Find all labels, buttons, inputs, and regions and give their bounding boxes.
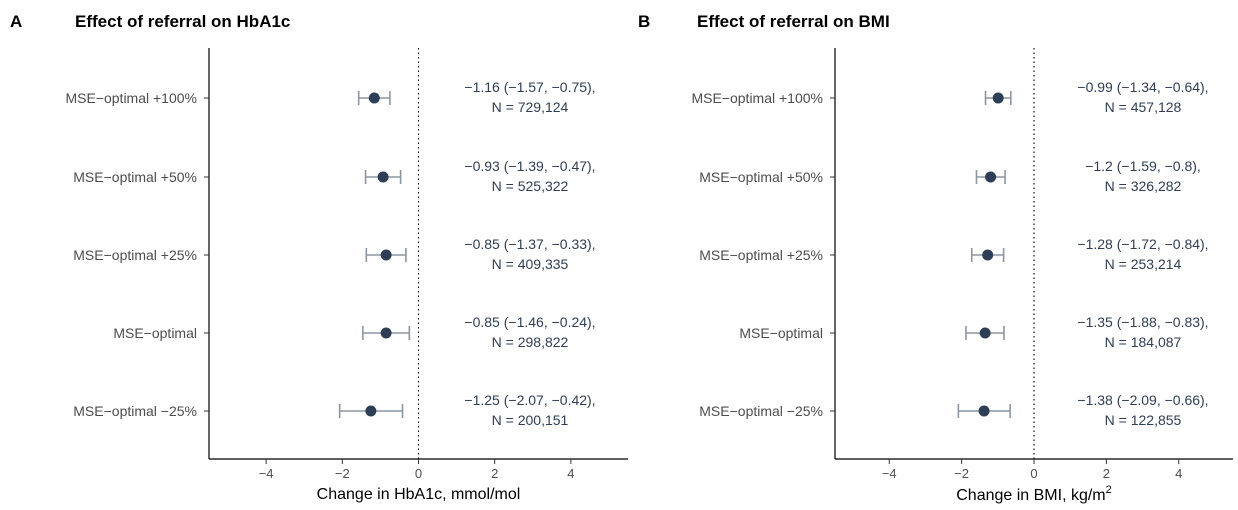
estimate-annotation: −0.99 (−1.34, −0.64), <box>1077 79 1208 95</box>
estimate-point <box>380 327 392 339</box>
x-axis-label-text: Change in BMI, kg/m <box>956 487 1105 504</box>
x-tick-label: 2 <box>1103 466 1110 481</box>
x-axis-label: Change in HbA1c, mmol/mol <box>317 486 521 503</box>
panel-b: B Effect of referral on BMI −4 −2 0 2 4 MSE−opt… <box>638 12 1233 504</box>
x-axis-label-text: Change in HbA1c, mmol/mol <box>317 486 521 503</box>
sample-size-annotation: N = 457,128 <box>1105 99 1182 115</box>
sample-size-annotation: N = 184,087 <box>1105 334 1182 350</box>
x-tick-label: −2 <box>335 466 350 481</box>
estimate-annotation: −1.28 (−1.72, −0.84), <box>1077 236 1208 252</box>
category-label: MSE−optimal +50% <box>73 169 197 185</box>
estimate-point <box>992 92 1004 104</box>
x-axis-label-superscript: 2 <box>1106 484 1112 496</box>
panel-title: Effect of referral on BMI <box>697 12 890 31</box>
x-tick-label: −4 <box>882 466 897 481</box>
category-label: MSE−optimal <box>113 325 197 341</box>
sample-size-annotation: N = 200,151 <box>492 412 569 428</box>
category-label: MSE−optimal +25% <box>699 247 823 263</box>
x-tick-label: 0 <box>1030 466 1037 481</box>
estimate-point <box>982 249 994 261</box>
estimate-annotation: −1.35 (−1.88, −0.83), <box>1077 314 1208 330</box>
category-label: MSE−optimal <box>739 325 823 341</box>
sample-size-annotation: N = 298,822 <box>492 334 569 350</box>
estimate-annotation: −0.93 (−1.39, −0.47), <box>464 158 595 174</box>
estimate-point <box>979 327 991 339</box>
estimate-point <box>377 171 389 183</box>
category-label: MSE−optimal +100% <box>691 90 823 106</box>
category-label: MSE−optimal +50% <box>699 169 823 185</box>
estimate-annotation: −0.85 (−1.46, −0.24), <box>464 314 595 330</box>
x-tick-label: −4 <box>259 466 274 481</box>
estimate-point <box>978 405 990 417</box>
estimate-annotation: −1.25 (−2.07, −0.42), <box>464 392 595 408</box>
category-label: MSE−optimal +100% <box>65 90 197 106</box>
x-tick-label: 4 <box>1175 466 1182 481</box>
panel-letter: A <box>10 12 22 31</box>
x-tick-label: 2 <box>491 466 498 481</box>
panel-a: A Effect of referral on HbA1c −4 −2 0 2 4 MSE−o… <box>10 12 628 503</box>
panel-title: Effect of referral on HbA1c <box>75 12 290 31</box>
sample-size-annotation: N = 409,335 <box>492 256 569 272</box>
x-axis-label: Change in BMI, kg/m2 <box>956 484 1112 504</box>
estimate-annotation: −1.38 (−2.09, −0.66), <box>1077 392 1208 408</box>
estimate-point <box>380 249 392 261</box>
x-tick-label: 4 <box>567 466 574 481</box>
estimate-annotation: −1.2 (−1.59, −0.8), <box>1085 158 1201 174</box>
sample-size-annotation: N = 122,855 <box>1105 412 1182 428</box>
estimate-point <box>365 405 377 417</box>
category-label: MSE−optimal −25% <box>699 403 823 419</box>
sample-size-annotation: N = 729,124 <box>492 99 569 115</box>
x-tick-label: −2 <box>954 466 969 481</box>
x-tick-label: 0 <box>415 466 422 481</box>
estimate-annotation: −0.85 (−1.37, −0.33), <box>464 236 595 252</box>
sample-size-annotation: N = 326,282 <box>1105 178 1182 194</box>
estimate-annotation: −1.16 (−1.57, −0.75), <box>464 79 595 95</box>
category-label: MSE−optimal +25% <box>73 247 197 263</box>
panel-letter: B <box>638 12 650 31</box>
estimate-point <box>368 92 380 104</box>
sample-size-annotation: N = 253,214 <box>1105 256 1182 272</box>
category-label: MSE−optimal −25% <box>73 403 197 419</box>
sample-size-annotation: N = 525,322 <box>492 178 569 194</box>
estimate-point <box>985 171 997 183</box>
